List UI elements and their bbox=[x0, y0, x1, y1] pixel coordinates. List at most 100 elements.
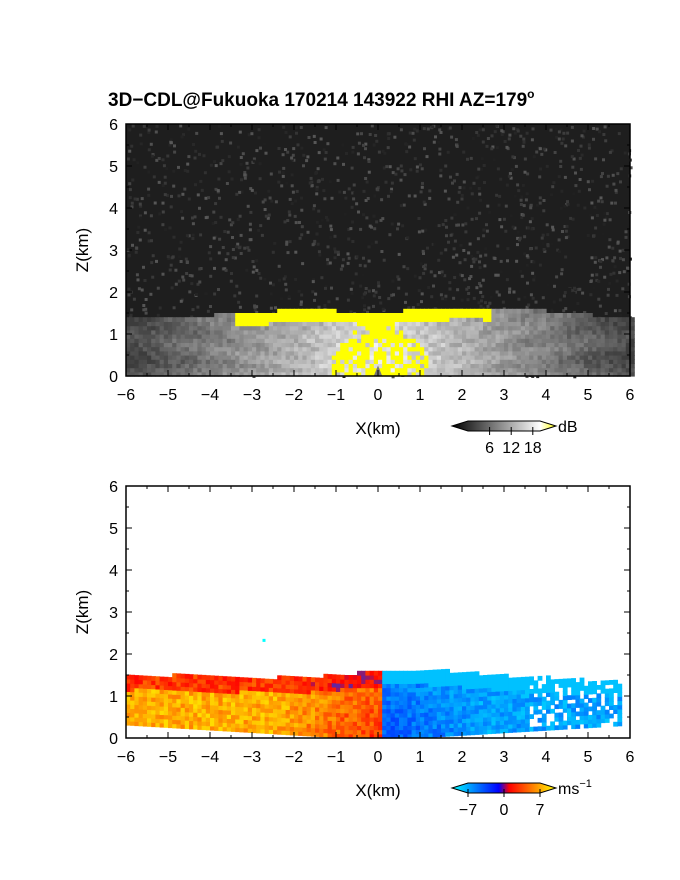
echo-cell bbox=[470, 688, 476, 694]
noise-cell bbox=[390, 181, 394, 185]
noise-cell bbox=[236, 242, 240, 246]
echo-cell bbox=[235, 702, 240, 707]
noise-cell bbox=[570, 125, 574, 129]
echo-cell bbox=[621, 317, 627, 322]
echo-cell bbox=[625, 363, 631, 369]
echo-cell bbox=[273, 346, 278, 352]
echo-cell bbox=[621, 329, 627, 335]
noise-cell bbox=[257, 272, 261, 275]
echo-cell bbox=[252, 325, 257, 331]
noise-cell bbox=[444, 219, 448, 222]
noise-cell bbox=[470, 264, 474, 268]
echo-cell bbox=[579, 313, 585, 318]
noise-cell bbox=[372, 294, 376, 298]
echo-cell bbox=[474, 338, 480, 343]
noise-cell bbox=[546, 233, 550, 237]
noise-cell bbox=[283, 275, 287, 279]
echo-cell bbox=[281, 346, 287, 352]
echo-cell bbox=[483, 708, 488, 714]
echo-cell bbox=[525, 329, 530, 335]
noise-cell bbox=[366, 310, 369, 314]
echo-cell bbox=[231, 701, 236, 707]
echo-cell bbox=[218, 321, 224, 327]
echo-cell bbox=[441, 698, 446, 704]
noise-cell bbox=[292, 158, 296, 162]
noise-cell bbox=[158, 306, 162, 310]
echo-cell bbox=[394, 687, 400, 693]
noise-cell bbox=[338, 190, 342, 194]
noise-cell bbox=[601, 232, 605, 236]
echo-cell bbox=[424, 321, 429, 327]
noise-cell bbox=[551, 225, 555, 229]
echo-cell bbox=[323, 367, 329, 373]
noise-cell bbox=[578, 287, 582, 291]
echo-cell bbox=[495, 716, 501, 721]
echo-cell bbox=[508, 308, 513, 314]
noise-cell bbox=[586, 234, 590, 237]
echo-cell bbox=[596, 317, 602, 322]
echo-cell bbox=[428, 317, 434, 322]
echo-cell bbox=[281, 675, 287, 681]
noise-cell bbox=[413, 127, 417, 131]
echo-cell bbox=[516, 317, 522, 322]
echo-cell bbox=[562, 687, 568, 692]
echo-cell bbox=[189, 724, 194, 730]
echo-cell bbox=[537, 363, 543, 369]
echo-cell bbox=[541, 334, 547, 339]
echo-cell bbox=[621, 363, 627, 369]
echo-cell bbox=[508, 711, 513, 717]
echo-cell bbox=[466, 671, 471, 677]
noise-cell bbox=[251, 260, 255, 263]
echo-cell bbox=[436, 724, 442, 729]
noise-cell bbox=[481, 295, 485, 299]
echo-cell bbox=[268, 691, 274, 697]
noise-cell bbox=[154, 130, 158, 134]
noise-cell bbox=[409, 168, 413, 172]
echo-cell bbox=[222, 676, 228, 681]
echo-cell bbox=[567, 678, 572, 684]
echo-cell bbox=[310, 710, 316, 716]
noise-cell bbox=[551, 228, 555, 232]
echo-cell bbox=[281, 355, 287, 360]
echo-cell bbox=[487, 342, 492, 348]
noise-cell bbox=[347, 256, 351, 260]
echo-cell bbox=[294, 714, 299, 719]
noise-cell bbox=[227, 170, 231, 174]
noise-cell bbox=[349, 287, 353, 291]
noise-cell bbox=[559, 159, 563, 163]
echo-cell bbox=[142, 355, 148, 360]
echo-cell bbox=[331, 699, 337, 705]
echo-cell bbox=[470, 350, 476, 356]
y-tick-label: 3 bbox=[109, 243, 118, 260]
echo-cell bbox=[155, 367, 161, 373]
echo-cell bbox=[239, 698, 245, 703]
echo-cell bbox=[357, 355, 362, 360]
echo-cell bbox=[575, 359, 581, 364]
echo-cell bbox=[323, 686, 329, 692]
echo-cell bbox=[159, 701, 165, 707]
echo-cell bbox=[533, 367, 539, 373]
echo-cell bbox=[340, 687, 345, 693]
echo-cell bbox=[554, 329, 560, 335]
echo-cell bbox=[491, 678, 497, 684]
echo-cell bbox=[508, 346, 513, 352]
noise-cell bbox=[193, 156, 197, 160]
echo-cell bbox=[226, 689, 232, 694]
echo-cell bbox=[512, 715, 518, 720]
echo-cell bbox=[151, 334, 156, 339]
echo-cell bbox=[373, 325, 379, 331]
noise-cell bbox=[221, 246, 225, 249]
echo-cell bbox=[508, 338, 513, 343]
echo-cell bbox=[604, 317, 610, 322]
noise-cell bbox=[534, 300, 538, 304]
echo-cell bbox=[491, 708, 497, 713]
echo-cell bbox=[571, 686, 576, 692]
noise-cell bbox=[612, 182, 616, 186]
echo-cell bbox=[344, 329, 350, 335]
noise-cell bbox=[346, 252, 350, 256]
echo-cell bbox=[420, 313, 425, 318]
echo-cell bbox=[235, 355, 240, 360]
noise-cell bbox=[599, 260, 603, 263]
noise-cell bbox=[411, 131, 415, 135]
echo-cell bbox=[310, 317, 316, 322]
